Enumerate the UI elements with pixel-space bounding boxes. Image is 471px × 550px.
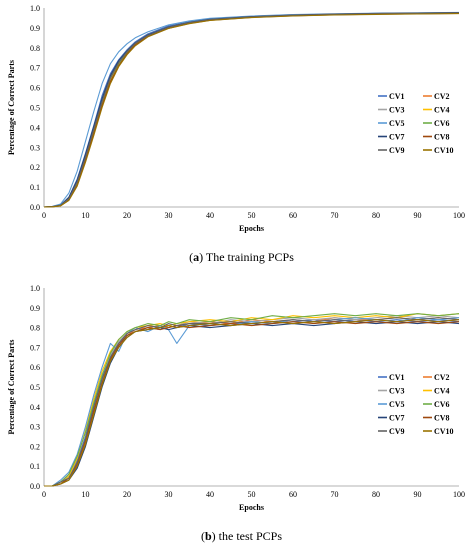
legend-label: CV10 (434, 146, 454, 155)
y-tick-label: 0.1 (30, 183, 40, 192)
y-tick-label: 0.3 (30, 423, 40, 432)
legend-label: CV6 (434, 119, 450, 128)
caption-text: ) The training PCPs (199, 250, 294, 264)
series-line-cv5 (44, 317, 460, 487)
chart-panel-b: 0.0 0.1 0.2 0.3 0.4 0.5 0.6 0.7 0.8 0.9 1.0 0 10 20 30… (7, 284, 465, 543)
y-tick-label: 1.0 (30, 284, 40, 293)
caption-prefix: ( (201, 529, 205, 543)
legend-label: CV3 (389, 106, 405, 115)
y-tick-label: 0.9 (30, 304, 40, 313)
y-tick-label: 0.6 (30, 84, 40, 93)
x-tick-label: 80 (372, 211, 380, 220)
y-axis-title: Percentage of Correct Parts (7, 60, 16, 155)
y-axis-title: Percentage of Correct Parts (7, 340, 16, 435)
caption-text: ) the test PCPs (212, 529, 283, 543)
series-line-cv10 (43, 13, 460, 208)
x-tick-label: 70 (331, 490, 339, 499)
caption-letter: b (205, 529, 212, 543)
series-line-cv9 (43, 12, 460, 208)
legend-label: CV9 (389, 427, 405, 436)
legend-label: CV10 (434, 427, 454, 436)
legend-label: CV1 (389, 373, 405, 382)
x-tick-label: 80 (372, 490, 380, 499)
x-tick-label: 30 (165, 490, 173, 499)
x-tick-label: 50 (248, 490, 256, 499)
legend-label: CV5 (389, 400, 405, 409)
legend-label: CV5 (389, 119, 405, 128)
legend-label: CV7 (389, 414, 405, 423)
series-line-cv6 (44, 313, 460, 487)
legend-label: CV8 (434, 133, 450, 142)
panel-caption: (b) the test PCPs (201, 529, 282, 543)
y-tick-label: 0.3 (30, 143, 40, 152)
x-tick-label: 20 (123, 490, 131, 499)
x-tick-label: 60 (289, 211, 297, 220)
x-axis-title: Epochs (239, 503, 264, 512)
y-tick-label: 0.5 (30, 383, 40, 392)
y-tick-label: 0.7 (30, 343, 40, 352)
y-tick-label: 0.8 (30, 324, 40, 333)
x-tick-label: 10 (82, 490, 90, 499)
y-tick-label: 0.9 (30, 24, 40, 33)
x-tick-label: 90 (414, 490, 422, 499)
legend-label: CV6 (434, 400, 450, 409)
series-line-cv7 (44, 321, 460, 487)
legend-label: CV8 (434, 414, 450, 423)
x-axis-title: Epochs (239, 224, 264, 233)
y-tick-label: 0.2 (30, 163, 40, 172)
legend-label: CV7 (389, 133, 405, 142)
x-tick-label: 10 (82, 211, 90, 220)
y-tick-label: 0.8 (30, 44, 40, 53)
x-tick-label: 100 (453, 490, 465, 499)
legend-label: CV1 (389, 92, 405, 101)
x-tick-label: 30 (165, 211, 173, 220)
y-tick-label: 0.2 (30, 442, 40, 451)
x-tick-label: 100 (453, 211, 465, 220)
series-line-cv10 (44, 319, 460, 487)
legend-label: CV2 (434, 373, 450, 382)
legend-label: CV4 (434, 387, 450, 396)
x-tick-label: 0 (42, 211, 46, 220)
y-tick-label: 0.0 (30, 482, 40, 491)
x-tick-label: 60 (289, 490, 297, 499)
y-tick-label: 0.5 (30, 104, 40, 113)
caption-letter: a (193, 250, 199, 264)
legend-label: CV9 (389, 146, 405, 155)
y-tick-label: 0.4 (30, 403, 40, 412)
chart-panel-a: 0.0 0.1 0.2 0.3 0.4 0.5 0.6 0.7 0.8 0.9 1.0 0 10 20 30… (7, 4, 465, 264)
y-tick-label: 1.0 (30, 4, 40, 13)
legend-label: CV2 (434, 92, 450, 101)
caption-prefix: ( (189, 250, 193, 264)
x-tick-label: 20 (123, 211, 131, 220)
x-tick-label: 0 (42, 490, 46, 499)
y-tick-label: 0.6 (30, 363, 40, 372)
legend-label: CV3 (389, 387, 405, 396)
y-tick-label: 0.4 (30, 123, 40, 132)
x-tick-label: 90 (414, 211, 422, 220)
y-tick-label: 0.1 (30, 462, 40, 471)
y-tick-label: 0.0 (30, 203, 40, 212)
x-tick-label: 50 (248, 211, 256, 220)
x-tick-label: 40 (206, 490, 214, 499)
legend-label: CV4 (434, 106, 450, 115)
x-tick-label: 40 (206, 211, 214, 220)
x-tick-label: 70 (331, 211, 339, 220)
y-tick-label: 0.7 (30, 64, 40, 73)
panel-caption: (a) The training PCPs (189, 250, 294, 264)
